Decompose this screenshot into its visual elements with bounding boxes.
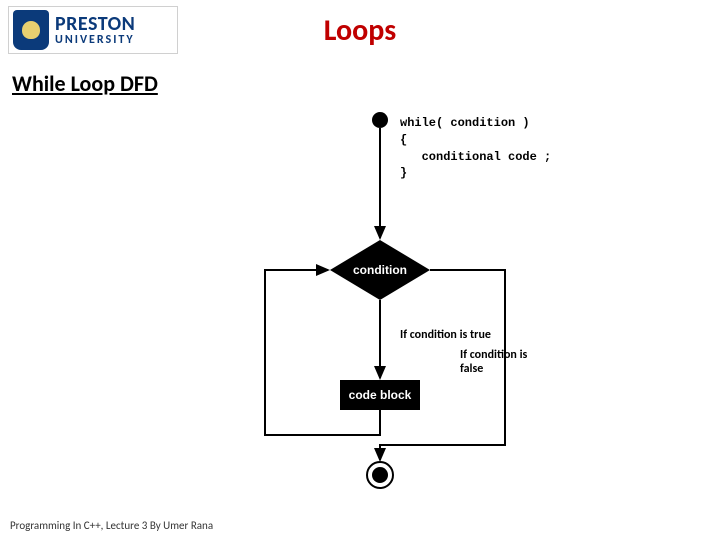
page-title: Loops — [0, 12, 720, 49]
slide-footer: Programming In C++, Lecture 3 By Umer Ra… — [10, 519, 213, 532]
while-loop-dfd: conditioncode block while( condition ) {… — [230, 100, 540, 500]
label-condition-false: If condition is false — [460, 348, 540, 377]
code-snippet: while( condition ) { conditional code ; … — [400, 115, 551, 182]
section-heading: While Loop DFD — [12, 70, 158, 97]
svg-text:condition: condition — [353, 263, 407, 277]
label-condition-true: If condition is true — [400, 328, 491, 342]
svg-text:code block: code block — [349, 388, 412, 402]
